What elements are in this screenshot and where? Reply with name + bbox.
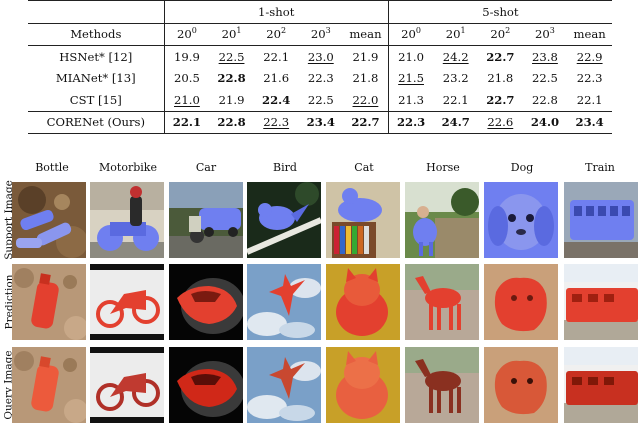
column-label-bird: Bird <box>273 161 297 174</box>
support-image-motorbike <box>90 182 164 258</box>
table-row: CORENet (Ours) 22.1 22.8 22.3 23.4 22.7 … <box>28 110 612 134</box>
method-name: CORENet (Ours) <box>28 110 165 134</box>
prediction-car <box>169 264 243 340</box>
table-row: MIANet* [13] 20.5 22.8 21.6 22.3 21.8 21… <box>28 67 612 89</box>
table-cell: 21.0 <box>387 45 434 68</box>
results-table: 1-shot 5-shot Methods 200 201 202 203 me… <box>28 0 612 134</box>
query-image-car <box>169 347 243 423</box>
fold-header: 203 <box>298 22 344 46</box>
fold-header: 201 <box>433 22 479 46</box>
table-cell: 22.5 <box>307 92 334 107</box>
column-label-horse: Horse <box>426 161 460 174</box>
support-image-horse <box>405 182 479 258</box>
group-header-1shot: 1-shot <box>163 0 389 23</box>
table-cell: 22.1 <box>163 110 210 134</box>
table-row: HSNet* [12] 19.9 22.5 22.1 23.0 21.9 21.… <box>28 45 612 68</box>
query-image-cat <box>326 347 400 423</box>
table-cell: 22.3 <box>253 110 299 134</box>
column-label-dog: Dog <box>510 161 534 174</box>
table-cell: 24.7 <box>433 110 479 134</box>
table-cell: 22.7 <box>343 110 389 134</box>
table-cell: 21.8 <box>352 71 379 86</box>
method-name: MIANet* [13] <box>55 71 136 86</box>
table-cell: 23.2 <box>442 71 469 86</box>
query-image-train <box>564 347 638 423</box>
fold-header: 201 <box>209 22 254 46</box>
column-label-bottle: Bottle <box>35 161 69 174</box>
group-header-5shot: 5-shot <box>387 0 612 23</box>
column-label-train: Train <box>585 161 615 174</box>
table-cell: 22.3 <box>387 110 434 134</box>
table-group-header-row: 1-shot 5-shot <box>28 0 612 23</box>
support-image-train <box>564 182 638 258</box>
table-fold-header-row: Methods 200 201 202 203 mean 200 201 202… <box>28 22 612 46</box>
method-name: HSNet* [12] <box>28 45 165 68</box>
table-cell: 22.5 <box>532 71 558 86</box>
column-label-car: Car <box>195 161 217 174</box>
column-label-cat: Cat <box>354 161 374 174</box>
table-cell: 21.3 <box>387 89 434 111</box>
table-cell: 21.0 <box>163 89 210 111</box>
table-cell: 22.3 <box>307 71 334 86</box>
table-cell: 21.8 <box>487 71 514 86</box>
table-cell: 22.1 <box>253 45 299 68</box>
prediction-dog <box>484 264 558 340</box>
mean-header: mean <box>343 22 389 46</box>
fold-header: 202 <box>478 22 523 46</box>
table-cell: 22.1 <box>442 92 469 107</box>
prediction-train <box>564 264 638 340</box>
column-label-motorbike: Motorbike <box>99 161 157 174</box>
table-cell: 22.7 <box>478 45 523 68</box>
table-cell: 21.9 <box>343 45 389 68</box>
table-cell: 22.5 <box>209 45 254 68</box>
table-cell: 22.7 <box>486 92 515 107</box>
table-cell: 23.8 <box>522 45 568 68</box>
query-image-motorbike <box>90 347 164 423</box>
table-header-blank <box>28 0 165 23</box>
table-cell: 24.2 <box>433 45 479 68</box>
table-cell: 21.5 <box>387 67 434 89</box>
table-cell: 22.1 <box>576 92 603 107</box>
column-header-methods: Methods <box>28 22 165 46</box>
method-name: CST [15] <box>69 92 122 107</box>
fold-header: 203 <box>522 22 568 46</box>
prediction-bottle <box>12 264 86 340</box>
table-cell: 20.5 <box>163 67 210 89</box>
table-cell: 22.6 <box>478 110 523 134</box>
prediction-motorbike <box>90 264 164 340</box>
table-cell: 22.8 <box>217 71 246 86</box>
prediction-cat <box>326 264 400 340</box>
table-cell: 23.4 <box>567 110 612 134</box>
table-cell: 21.9 <box>218 92 245 107</box>
table-cell: 22.9 <box>567 45 612 68</box>
table-cell: 24.0 <box>522 110 568 134</box>
query-image-dog <box>484 347 558 423</box>
table-cell: 23.4 <box>298 110 344 134</box>
query-image-horse <box>405 347 479 423</box>
fold-header: 200 <box>163 22 210 46</box>
mean-header: mean <box>567 22 612 46</box>
table-cell: 22.8 <box>209 110 254 134</box>
table-row: CST [15] 21.0 21.9 22.4 22.5 22.0 21.3 2… <box>28 89 612 111</box>
table-cell: 22.4 <box>262 92 291 107</box>
table-cell: 23.0 <box>298 45 344 68</box>
table-cell: 22.8 <box>532 92 558 107</box>
support-image-bird <box>247 182 321 258</box>
table-cell: 21.6 <box>263 71 290 86</box>
support-image-bottle <box>12 182 86 258</box>
query-image-bottle <box>12 347 86 423</box>
support-image-dog <box>484 182 558 258</box>
query-image-bird <box>247 347 321 423</box>
support-image-cat <box>326 182 400 258</box>
prediction-bird <box>247 264 321 340</box>
prediction-horse <box>405 264 479 340</box>
table-cell: 22.3 <box>576 71 603 86</box>
table-cell: 19.9 <box>163 45 210 68</box>
table-cell: 22.0 <box>352 92 379 107</box>
fold-header: 202 <box>253 22 299 46</box>
fold-header: 200 <box>387 22 434 46</box>
qualitative-figure: Bottle Motorbike Car Bird Cat Horse Dog … <box>0 152 640 428</box>
support-image-car <box>169 182 243 258</box>
